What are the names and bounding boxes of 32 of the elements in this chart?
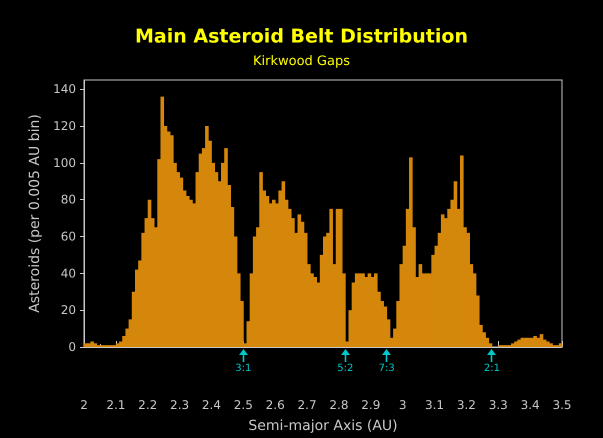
y-tick-label: 80 (60, 192, 76, 207)
x-tick-label: 2 (80, 398, 88, 412)
y-tick-label: 140 (53, 82, 76, 96)
x-tick-label: 2.5 (234, 398, 253, 412)
x-tick-label: 3.5 (552, 398, 572, 412)
x-tick-label: 2.1 (106, 398, 126, 412)
chart-subtitle: Kirkwood Gaps (253, 54, 350, 69)
y-tick-label: 40 (60, 266, 76, 280)
x-tick-label: 3.4 (520, 398, 540, 412)
x-axis-title: Semi-major Axis (AU) (248, 418, 398, 434)
y-tick-label: 100 (53, 156, 76, 170)
x-tick-label: 3.2 (456, 398, 476, 412)
x-tick-label: 2.8 (329, 398, 348, 412)
annotation: 7:3 (378, 363, 396, 375)
y-axis-title: Asteroids (per 0.005 AU bin) (27, 114, 44, 313)
x-tick-label: 2.7 (298, 398, 317, 412)
annotation: 2:1 (482, 363, 501, 375)
x-tick-label: 2.4 (202, 398, 222, 412)
x-tick-label: 3.1 (424, 398, 444, 412)
x-tick-label: 2.9 (361, 398, 380, 412)
x-tick-label: 2.3 (170, 398, 190, 412)
x-tick-label: 3 (398, 398, 406, 412)
y-tick-label: 0 (68, 340, 76, 354)
y-tick-label: 120 (53, 119, 76, 134)
x-tick-label: 3.3 (488, 398, 508, 412)
y-tick-label: 20 (60, 303, 76, 318)
x-tick-label: 2.6 (266, 398, 285, 412)
y-tick-label: 60 (60, 230, 76, 244)
chart-title: Main Asteroid Belt Distribution (135, 26, 468, 48)
x-tick-label: 2.2 (138, 398, 158, 412)
annotation: 3:1 (234, 363, 252, 375)
annotation: 5:2 (336, 363, 354, 375)
